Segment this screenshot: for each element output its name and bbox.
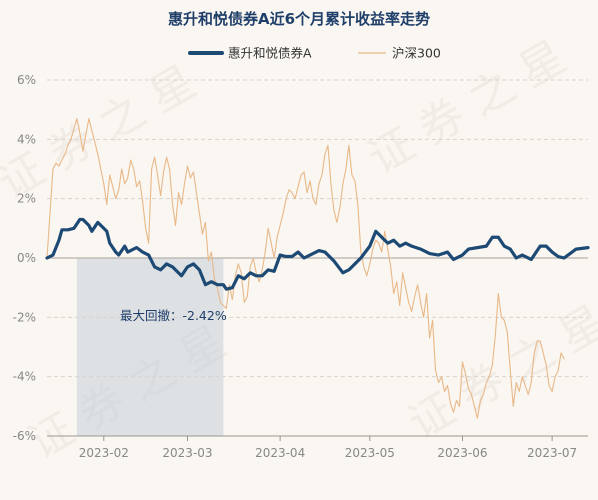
y-tick-label: -6% [13,429,36,443]
legend-label-index: 沪深300 [392,46,441,61]
y-tick-label: -2% [13,310,36,324]
series-line-fund [45,217,590,291]
x-tick-label: 2023-03 [162,446,212,460]
chart-title: 惠升和悦债券A近6个月累计收益率走势 [168,10,430,28]
svg-text:证 券 之 星: 证 券 之 星 [400,296,598,449]
y-tick-label: 6% [17,73,36,87]
y-tick-label: 4% [17,132,36,146]
x-tick-label: 2023-07 [527,446,577,460]
y-tick-label: -4% [13,370,36,384]
x-tick-label: 2023-05 [345,446,395,460]
x-tick-label: 2023-04 [255,446,305,460]
max-drawdown-label: 最大回撤：-2.42% [120,308,227,323]
y-tick-label: 2% [17,192,36,206]
y-tick-label: 0% [17,251,36,265]
series-line-index [46,118,565,419]
legend[interactable]: 惠升和悦债券A 沪深300 [188,46,441,61]
x-tick-label: 2023-06 [437,446,487,460]
x-tick-label: 2023-02 [79,446,129,460]
drawdown-region [76,258,224,436]
legend-label-fund: 惠升和悦债券A [228,46,312,61]
plot-area: 6% 4% 2% 0% -2% -4% -6% 2023-02 2023-03 2023-04 20… [13,73,590,460]
